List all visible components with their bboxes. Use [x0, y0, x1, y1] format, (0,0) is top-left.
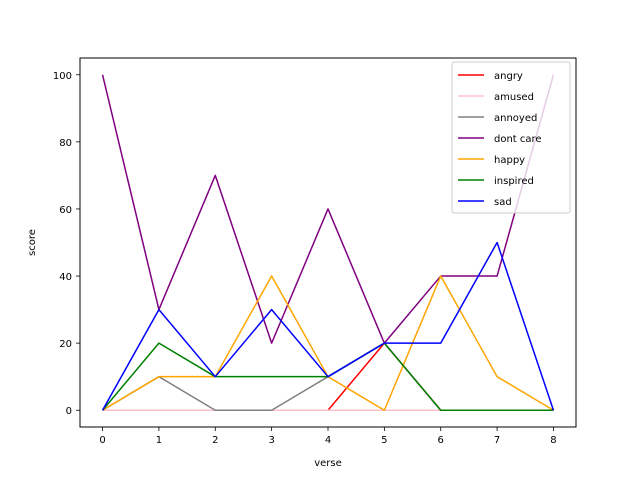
x-tick-label: 8: [550, 435, 556, 446]
x-tick-label: 4: [325, 435, 331, 446]
x-tick-label: 3: [268, 435, 274, 446]
y-tick-label: 20: [59, 339, 72, 350]
legend-label: dont care: [494, 134, 542, 145]
plot-area: [101, 74, 555, 411]
legend-label: amused: [494, 92, 534, 103]
y-tick-label: 80: [59, 138, 72, 149]
y-tick-label: 0: [66, 406, 72, 417]
legend-label: annoyed: [494, 113, 537, 124]
y-tick-label: 100: [53, 71, 72, 82]
legend-box: [451, 61, 571, 214]
y-tick-label: 40: [59, 272, 72, 283]
x-tick-label: 1: [156, 435, 162, 446]
x-tick-label: 7: [494, 435, 500, 446]
y-tick-label: 60: [59, 205, 72, 216]
legend-label: sad: [494, 197, 512, 208]
legend-label: angry: [494, 71, 523, 82]
series-line-sad: [101, 241, 555, 411]
x-tick-label: 6: [438, 435, 444, 446]
x-tick-label: 2: [212, 435, 218, 446]
series-line-happy: [102, 275, 554, 411]
legend: angry amused annoyed dont care happy inspired…: [451, 61, 571, 214]
y-axis-label: score: [27, 229, 38, 256]
legend-label: inspired: [494, 176, 534, 187]
x-axis-label: verse: [314, 458, 342, 469]
x-tick-label: 5: [381, 435, 387, 446]
x-tick-label: 0: [99, 435, 105, 446]
legend-label: happy: [494, 155, 525, 166]
